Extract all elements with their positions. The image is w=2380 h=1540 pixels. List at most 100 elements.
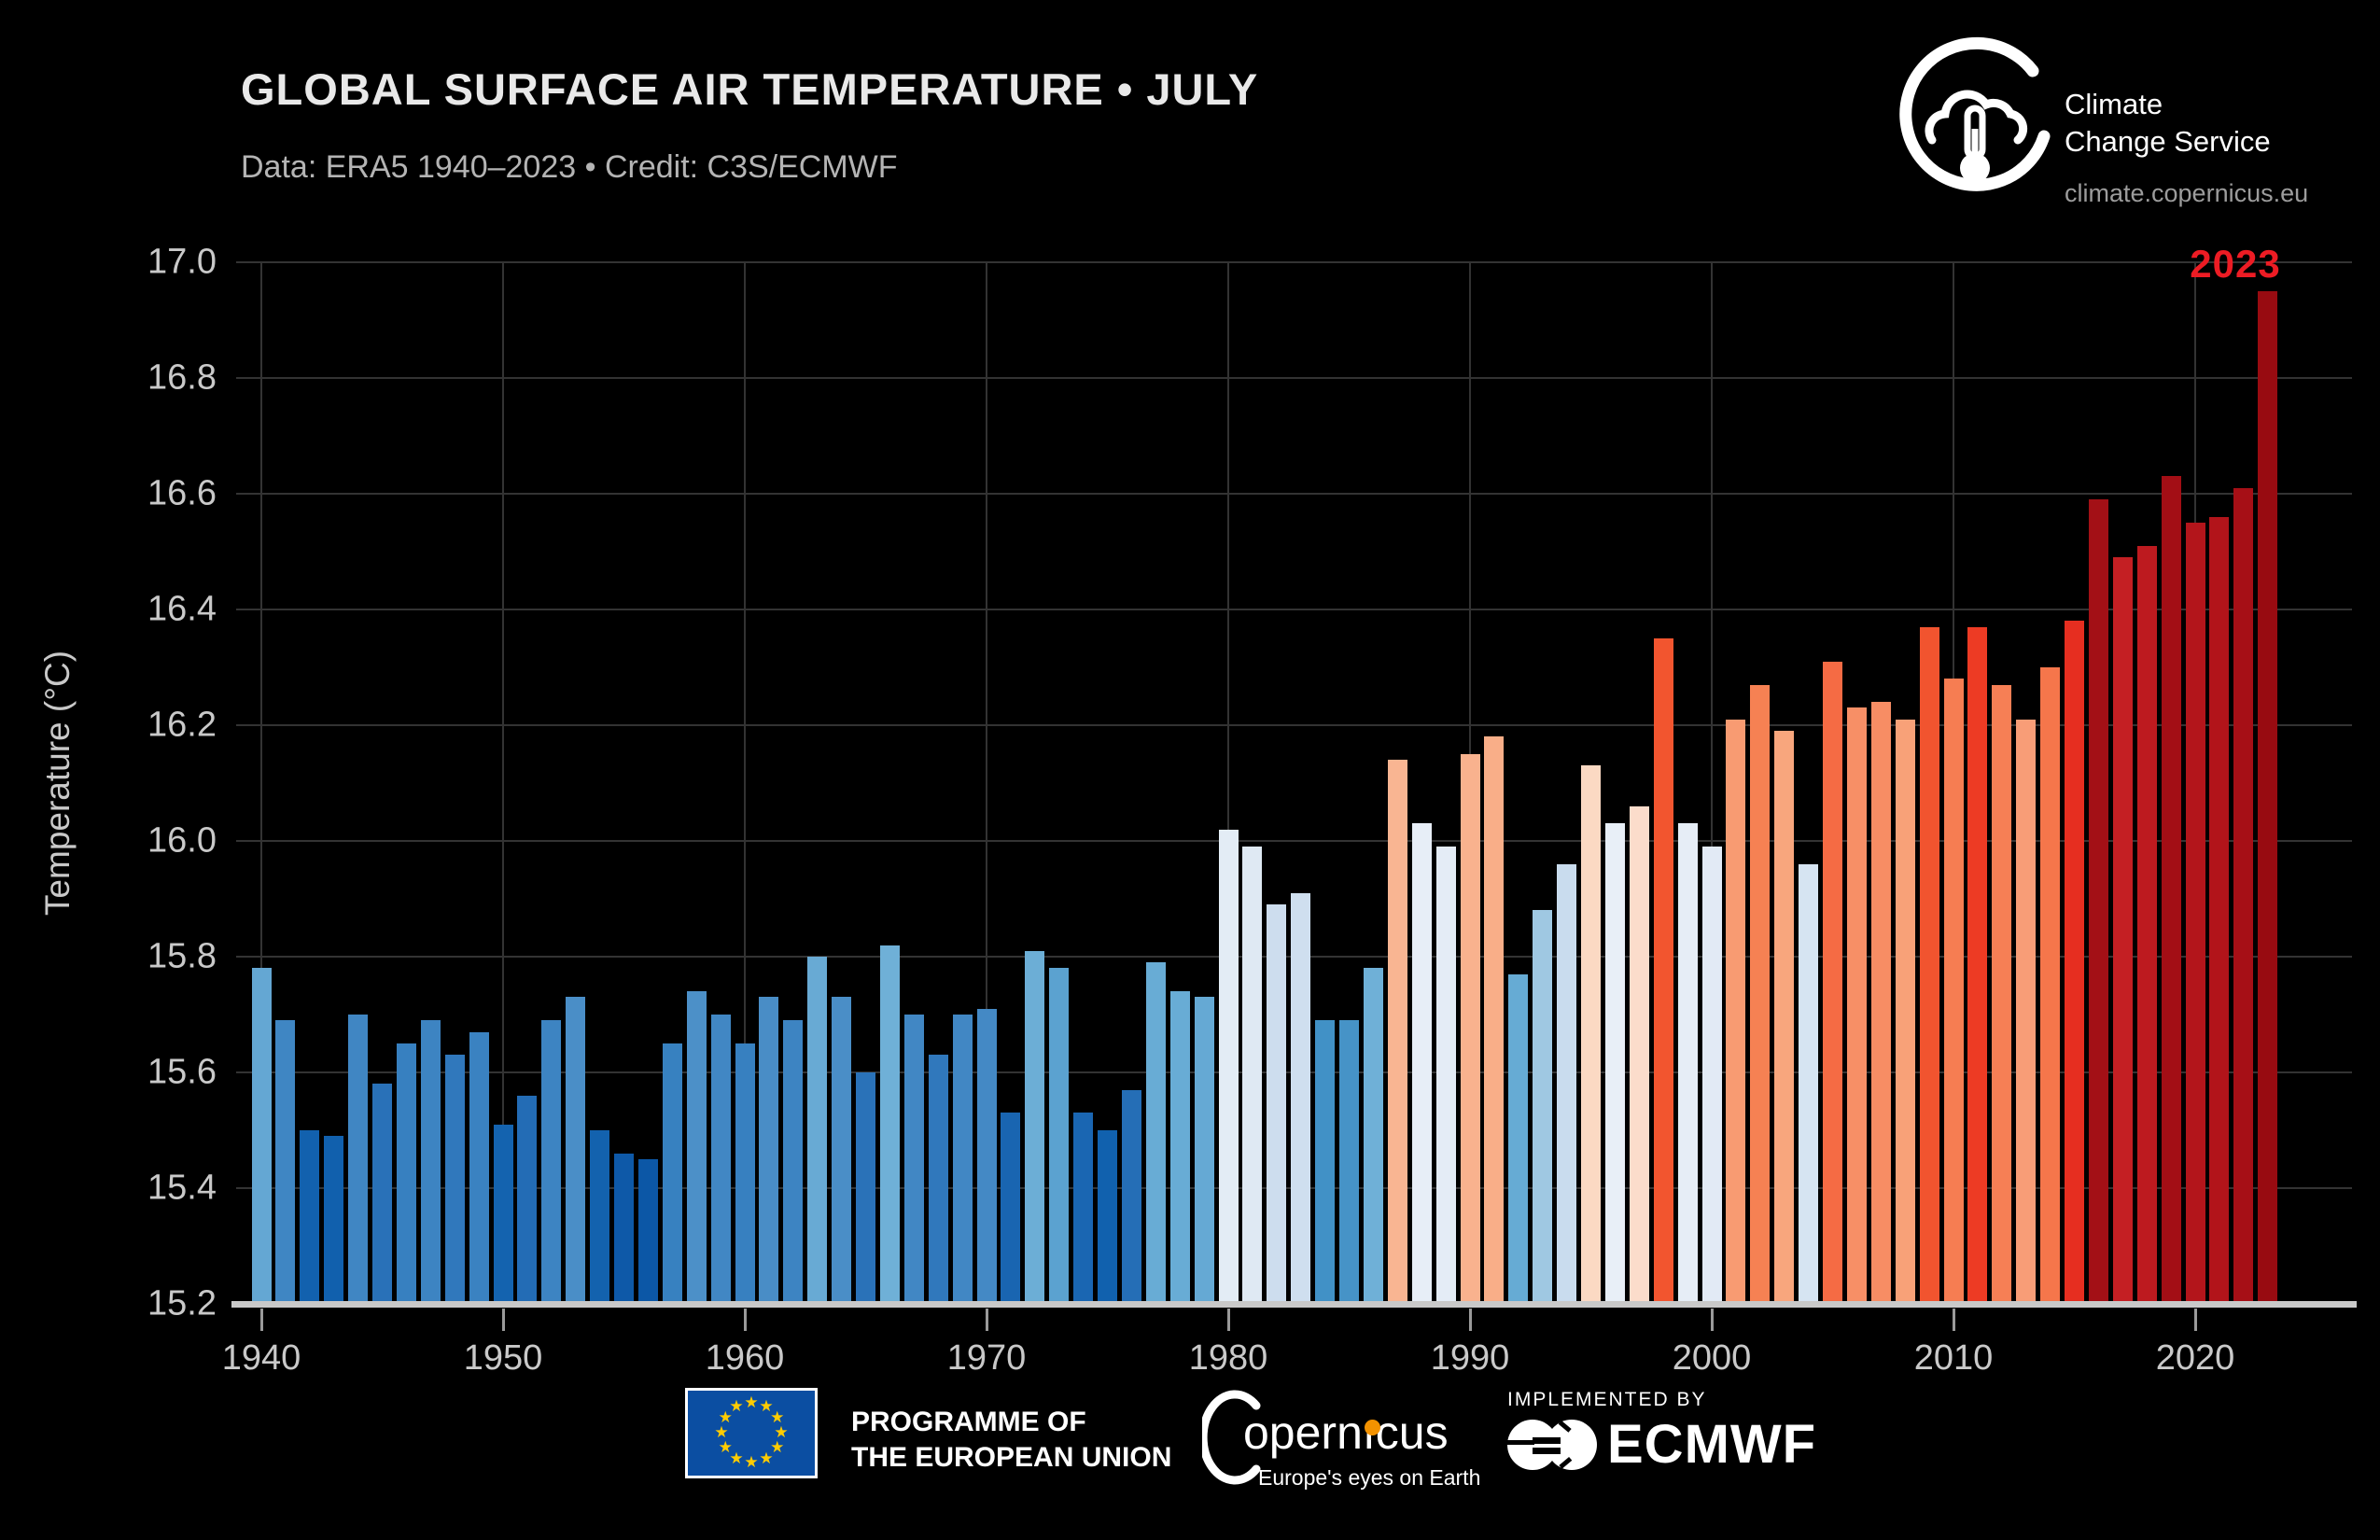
- bar-1971: [1001, 1113, 1021, 1307]
- gridline-v-1950: [502, 262, 504, 1304]
- bar-1981: [1242, 847, 1263, 1307]
- bar-1962: [783, 1020, 804, 1307]
- x-tick-mark-2020: [2194, 1309, 2197, 1331]
- bar-1960: [735, 1043, 755, 1307]
- bar-1977: [1145, 962, 1166, 1307]
- bar-1967: [903, 1015, 924, 1307]
- eu-star-icon: ★: [744, 1453, 759, 1471]
- bar-2016: [2088, 499, 2108, 1307]
- gridline-v-1980: [1227, 262, 1229, 1304]
- x-tick-label-1990: 1990: [1430, 1338, 1510, 1378]
- bar-1997: [1629, 805, 1649, 1307]
- y-tick-label-16.8: 16.8: [147, 357, 217, 398]
- eu-star-icon: ★: [729, 1449, 744, 1467]
- y-tick-label-16.4: 16.4: [147, 589, 217, 629]
- bar-1982: [1267, 904, 1287, 1307]
- c3s-url: climate.copernicus.eu: [2065, 179, 2309, 207]
- gridline-h-16.2: [236, 724, 2352, 726]
- bar-1993: [1533, 910, 1553, 1307]
- bar-1970: [976, 1008, 997, 1307]
- copernicus-orange-dot-icon: [1365, 1420, 1380, 1435]
- bar-2015: [2065, 621, 2084, 1307]
- bar-1999: [1677, 823, 1698, 1307]
- x-tick-label-1980: 1980: [1188, 1338, 1268, 1378]
- bar-1954: [590, 1130, 610, 1307]
- gridline-h-17.0: [236, 261, 2352, 263]
- bar-2013: [2016, 719, 2037, 1307]
- bar-1966: [879, 945, 900, 1307]
- x-tick-mark-1960: [744, 1309, 747, 1331]
- bar-2017: [2112, 557, 2133, 1307]
- bar-1958: [686, 991, 707, 1307]
- x-tick-label-2020: 2020: [2155, 1338, 2235, 1378]
- eu-star-icon: ★: [759, 1397, 774, 1416]
- x-axis-baseline: [231, 1301, 2357, 1308]
- bar-2008: [1895, 719, 1915, 1307]
- copernicus-tagline: Europe's eyes on Earth: [1258, 1465, 1481, 1490]
- bar-1947: [420, 1020, 441, 1307]
- gridline-v-1940: [260, 262, 262, 1304]
- bar-2023: [2258, 291, 2278, 1307]
- bar-2006: [1846, 707, 1867, 1307]
- bar-1961: [759, 997, 779, 1307]
- bar-1968: [928, 1055, 948, 1307]
- bar-1950: [493, 1124, 513, 1307]
- bar-2019: [2161, 476, 2181, 1307]
- bar-2004: [1799, 863, 1819, 1307]
- bar-1985: [1339, 1020, 1359, 1307]
- y-tick-label-16.2: 16.2: [147, 705, 217, 745]
- bar-1949: [469, 1031, 489, 1307]
- ecmwf-glyph-icon: [1505, 1419, 1597, 1470]
- x-tick-label-2010: 2010: [1913, 1338, 1994, 1378]
- c3s-name-line2: Change Service: [2065, 125, 2271, 158]
- eu-programme-line1: PROGRAMME OF: [851, 1407, 1086, 1437]
- eu-star-icon: ★: [718, 1438, 733, 1456]
- gridline-h-16.4: [236, 609, 2352, 610]
- eu-programme-line2: THE EUROPEAN UNION: [851, 1442, 1172, 1473]
- x-tick-mark-1940: [260, 1309, 263, 1331]
- bar-1955: [614, 1153, 634, 1307]
- bar-2022: [2233, 487, 2254, 1307]
- bar-1948: [444, 1055, 465, 1307]
- bar-1992: [1508, 973, 1529, 1307]
- bar-1969: [952, 1015, 973, 1307]
- page-subtitle: Data: ERA5 1940–2023 • Credit: C3S/ECMWF: [241, 149, 898, 185]
- x-tick-mark-1980: [1227, 1309, 1230, 1331]
- bar-1957: [662, 1043, 682, 1307]
- eu-star-icon: ★: [770, 1408, 785, 1426]
- bar-1972: [1025, 950, 1045, 1307]
- x-tick-mark-2010: [1953, 1309, 1955, 1331]
- y-tick-label-16.0: 16.0: [147, 820, 217, 861]
- bar-1956: [637, 1159, 658, 1307]
- ecmwf-wordmark: ECMWF: [1607, 1414, 1817, 1475]
- bar-1996: [1604, 823, 1625, 1307]
- bar-1953: [566, 997, 586, 1307]
- bar-1952: [541, 1020, 562, 1307]
- climate-change-service-label: Climate Change Service: [2065, 86, 2271, 161]
- bar-1978: [1169, 991, 1190, 1307]
- bar-2018: [2136, 545, 2157, 1307]
- x-tick-label-1960: 1960: [705, 1338, 785, 1378]
- eu-star-icon: ★: [774, 1423, 789, 1441]
- x-tick-label-2000: 2000: [1672, 1338, 1752, 1378]
- bar-1979: [1194, 997, 1214, 1307]
- bar-1974: [1073, 1113, 1094, 1307]
- bar-1990: [1460, 754, 1480, 1307]
- eu-star-icon: ★: [718, 1408, 733, 1426]
- thermometer-icon: [1960, 105, 1990, 183]
- c3s-name-line1: Climate: [2065, 88, 2163, 120]
- eu-star-icon: ★: [770, 1438, 785, 1456]
- eu-star-icon: ★: [714, 1423, 729, 1441]
- bar-1976: [1121, 1089, 1141, 1307]
- bar-1984: [1315, 1020, 1336, 1307]
- gridline-v-1960: [744, 262, 746, 1304]
- ecmwf-logo: ECMWF: [1505, 1413, 1816, 1476]
- bar-1973: [1049, 968, 1070, 1307]
- bar-1987: [1387, 760, 1407, 1307]
- bar-1963: [807, 957, 828, 1307]
- bar-1940: [251, 968, 272, 1307]
- x-tick-mark-1990: [1469, 1309, 1472, 1331]
- y-tick-label-17.0: 17.0: [147, 242, 217, 282]
- bar-2002: [1750, 684, 1771, 1307]
- bar-1989: [1435, 847, 1456, 1307]
